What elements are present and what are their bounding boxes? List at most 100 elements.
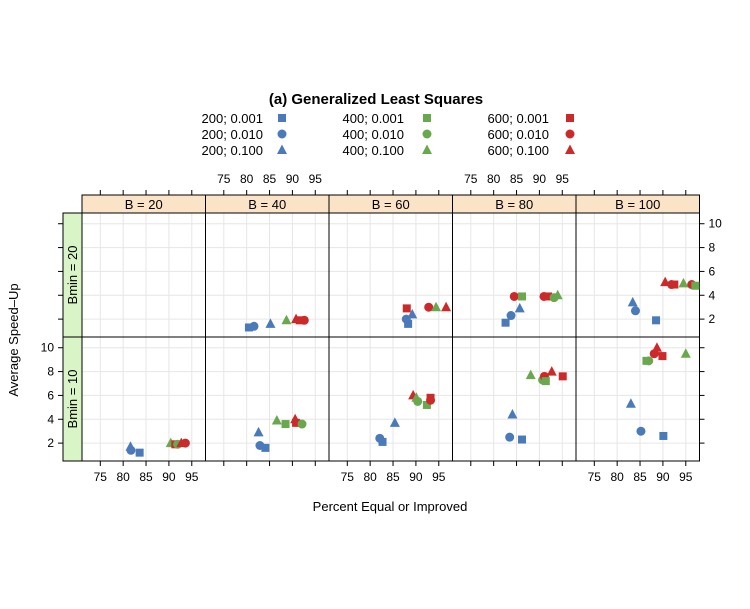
data-point bbox=[546, 366, 557, 376]
data-point bbox=[426, 395, 436, 405]
x-tick-label: 80 bbox=[240, 172, 254, 186]
data-point bbox=[558, 372, 567, 381]
y-tick-label: 8 bbox=[47, 365, 54, 379]
data-point bbox=[271, 414, 282, 425]
column-strip-label: B = 20 bbox=[125, 197, 163, 212]
column-strip-label: B = 100 bbox=[615, 197, 660, 212]
data-point bbox=[525, 369, 536, 380]
column-strip-label: B = 40 bbox=[248, 197, 286, 212]
y-axis-label: Average Speed–Up bbox=[6, 283, 21, 396]
row-strip-label: Bmin = 10 bbox=[65, 370, 80, 429]
data-point bbox=[244, 323, 253, 332]
legend-label: 200; 0.100 bbox=[202, 143, 263, 158]
data-point bbox=[261, 443, 270, 452]
data-point bbox=[413, 396, 423, 406]
data-point bbox=[378, 437, 387, 446]
x-tick-label: 90 bbox=[409, 470, 423, 484]
x-tick-label: 90 bbox=[286, 172, 300, 186]
y-tick-label: 10 bbox=[41, 341, 55, 355]
panel-grid: B = 20 B = 40 B = 60 B = 80 B = 100 Bmin = 20… bbox=[41, 172, 723, 484]
x-tick-label: 95 bbox=[185, 470, 199, 484]
data-point bbox=[506, 311, 516, 321]
data-point bbox=[636, 426, 646, 436]
legend-label: 600; 0.010 bbox=[488, 127, 549, 142]
x-tick-label: 90 bbox=[656, 470, 670, 484]
y-tick-label: 4 bbox=[709, 288, 716, 302]
data-point bbox=[404, 319, 413, 328]
column-strip-label: B = 80 bbox=[495, 197, 533, 212]
x-tick-label: 75 bbox=[464, 172, 478, 186]
data-point bbox=[292, 418, 301, 427]
data-point bbox=[180, 438, 190, 448]
panel-border bbox=[575, 336, 700, 462]
x-tick-label: 90 bbox=[533, 172, 547, 186]
data-point bbox=[518, 292, 527, 301]
x-tick-label: 85 bbox=[139, 470, 153, 484]
legend-label: 200; 0.010 bbox=[202, 127, 263, 142]
data-point bbox=[126, 445, 136, 455]
legend-label: 400; 0.001 bbox=[343, 111, 404, 126]
x-tick-label: 85 bbox=[263, 172, 277, 186]
x-tick-label: 75 bbox=[341, 470, 355, 484]
row-strip-label: Bmin = 20 bbox=[65, 246, 80, 305]
data-point bbox=[505, 432, 515, 442]
data-point bbox=[680, 348, 691, 358]
data-point bbox=[507, 409, 518, 419]
data-point bbox=[281, 420, 290, 429]
y-tick-label: 4 bbox=[47, 412, 54, 426]
x-tick-label: 95 bbox=[679, 470, 693, 484]
data-point bbox=[644, 356, 654, 366]
data-point bbox=[652, 316, 661, 325]
data-point bbox=[670, 280, 679, 289]
x-tick-label: 85 bbox=[510, 172, 524, 186]
legend-marker bbox=[423, 114, 431, 122]
x-tick-label: 75 bbox=[94, 470, 108, 484]
data-point bbox=[627, 296, 638, 307]
data-point bbox=[299, 315, 309, 325]
data-point bbox=[295, 316, 304, 325]
data-point bbox=[544, 292, 553, 301]
x-tick-label: 80 bbox=[116, 470, 130, 484]
legend-label: 600; 0.100 bbox=[488, 143, 549, 158]
data-point bbox=[501, 318, 510, 327]
legend-label: 400; 0.010 bbox=[343, 127, 404, 142]
data-point bbox=[691, 281, 700, 290]
legend-label: 200; 0.001 bbox=[202, 111, 263, 126]
data-point bbox=[281, 314, 292, 325]
data-point bbox=[424, 302, 434, 312]
legend-marker bbox=[422, 144, 432, 154]
data-point bbox=[389, 417, 400, 427]
x-tick-label: 80 bbox=[363, 470, 377, 484]
x-tick-label: 75 bbox=[588, 470, 602, 484]
legend-marker bbox=[566, 114, 574, 122]
x-tick-label: 90 bbox=[162, 470, 176, 484]
data-point bbox=[625, 398, 636, 408]
x-tick-label: 85 bbox=[633, 470, 647, 484]
y-tick-label: 8 bbox=[709, 241, 716, 255]
x-axis-label: Percent Equal or Improved bbox=[313, 499, 468, 514]
data-point bbox=[678, 277, 689, 288]
legend-marker bbox=[422, 129, 432, 139]
legend-marker bbox=[277, 129, 287, 139]
data-point bbox=[297, 419, 307, 429]
legend-marker bbox=[565, 144, 575, 154]
chart-title: (a) Generalized Least Squares bbox=[269, 91, 483, 108]
data-point bbox=[659, 431, 668, 440]
data-point bbox=[552, 289, 563, 300]
data-point bbox=[249, 321, 259, 331]
column-strip-label: B = 60 bbox=[372, 197, 410, 212]
x-tick-label: 95 bbox=[309, 172, 323, 186]
data-point bbox=[651, 342, 662, 352]
data-point bbox=[518, 435, 527, 444]
x-tick-label: 80 bbox=[610, 470, 624, 484]
data-point bbox=[253, 426, 264, 437]
legend-marker bbox=[565, 129, 575, 139]
x-tick-label: 95 bbox=[432, 470, 446, 484]
data-point bbox=[441, 301, 452, 312]
x-tick-label: 80 bbox=[487, 172, 501, 186]
x-tick-label: 85 bbox=[386, 470, 400, 484]
data-point bbox=[630, 306, 640, 316]
data-point bbox=[422, 400, 431, 409]
y-tick-label: 2 bbox=[709, 312, 716, 326]
